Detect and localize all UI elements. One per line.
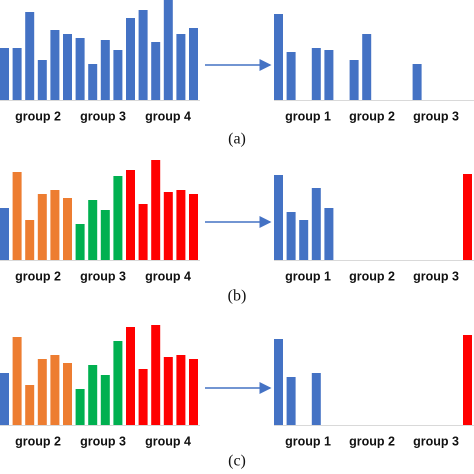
bar bbox=[75, 389, 85, 425]
bar bbox=[176, 34, 186, 100]
bar bbox=[63, 198, 72, 260]
bar bbox=[176, 355, 186, 425]
bar bbox=[100, 210, 110, 260]
group-label: group 3 bbox=[80, 434, 126, 448]
group-label: group 1 bbox=[285, 434, 331, 448]
group-label: group 2 bbox=[15, 109, 61, 123]
bar bbox=[163, 357, 173, 425]
bar bbox=[50, 355, 60, 425]
bar bbox=[88, 64, 98, 100]
bar bbox=[311, 188, 321, 260]
bar bbox=[138, 10, 148, 100]
bar bbox=[274, 339, 283, 425]
bar bbox=[25, 12, 35, 100]
bar bbox=[151, 325, 161, 425]
bar bbox=[324, 208, 334, 260]
bar bbox=[25, 385, 35, 425]
group-label: group 2 bbox=[15, 434, 61, 448]
bar bbox=[176, 190, 186, 260]
bar bbox=[113, 341, 123, 425]
bar bbox=[50, 30, 60, 100]
bar bbox=[163, 192, 173, 260]
bar bbox=[126, 327, 135, 425]
bar bbox=[63, 363, 72, 425]
bar bbox=[126, 18, 135, 100]
bar bbox=[163, 0, 173, 100]
bar bbox=[113, 50, 123, 100]
bar bbox=[311, 48, 321, 100]
panel-caption: (c) bbox=[228, 453, 246, 470]
bar bbox=[0, 208, 9, 260]
bar bbox=[349, 60, 359, 100]
bar bbox=[0, 373, 9, 425]
bar bbox=[75, 38, 85, 100]
group-label: group 3 bbox=[413, 109, 459, 123]
bar bbox=[286, 212, 296, 260]
bar bbox=[324, 50, 334, 100]
group-label: group 4 bbox=[145, 434, 191, 448]
bar bbox=[12, 172, 22, 260]
group-label: group 4 bbox=[145, 109, 191, 123]
bar bbox=[311, 373, 321, 425]
bar bbox=[189, 194, 198, 260]
bar bbox=[274, 14, 283, 100]
bar bbox=[286, 377, 296, 425]
bar bbox=[299, 220, 309, 260]
bar bbox=[100, 375, 110, 425]
bar bbox=[0, 48, 9, 100]
group-label: group 2 bbox=[349, 434, 395, 448]
bar bbox=[37, 60, 47, 100]
bar bbox=[463, 174, 472, 260]
bar bbox=[12, 337, 22, 425]
group-label: group 3 bbox=[413, 434, 459, 448]
bar bbox=[189, 359, 198, 425]
group-label: group 2 bbox=[15, 269, 61, 283]
bar bbox=[274, 175, 283, 260]
bar bbox=[37, 194, 47, 260]
bar bbox=[75, 224, 85, 260]
bar bbox=[63, 34, 72, 100]
bar bbox=[151, 160, 161, 260]
bar bbox=[88, 200, 98, 260]
panel-caption: (b) bbox=[228, 288, 247, 305]
bar bbox=[12, 48, 22, 100]
group-label: group 3 bbox=[80, 269, 126, 283]
bar bbox=[362, 34, 372, 100]
bar bbox=[100, 40, 110, 100]
bar bbox=[37, 359, 47, 425]
bar bbox=[412, 64, 422, 100]
bar bbox=[126, 170, 135, 260]
group-label: group 3 bbox=[413, 269, 459, 283]
group-label: group 4 bbox=[145, 269, 191, 283]
group-label: group 2 bbox=[349, 109, 395, 123]
bar bbox=[138, 204, 148, 260]
bar bbox=[50, 190, 60, 260]
bar bbox=[151, 42, 161, 100]
bar bbox=[286, 52, 296, 100]
bar bbox=[113, 176, 123, 260]
bar bbox=[88, 365, 98, 425]
group-label: group 1 bbox=[285, 109, 331, 123]
bar bbox=[25, 220, 35, 260]
bar bbox=[189, 28, 198, 100]
group-label: group 3 bbox=[80, 109, 126, 123]
bar bbox=[138, 369, 148, 425]
bar bbox=[463, 335, 472, 425]
group-label: group 2 bbox=[349, 269, 395, 283]
group-label: group 1 bbox=[285, 269, 331, 283]
panel-caption: (a) bbox=[228, 131, 246, 148]
